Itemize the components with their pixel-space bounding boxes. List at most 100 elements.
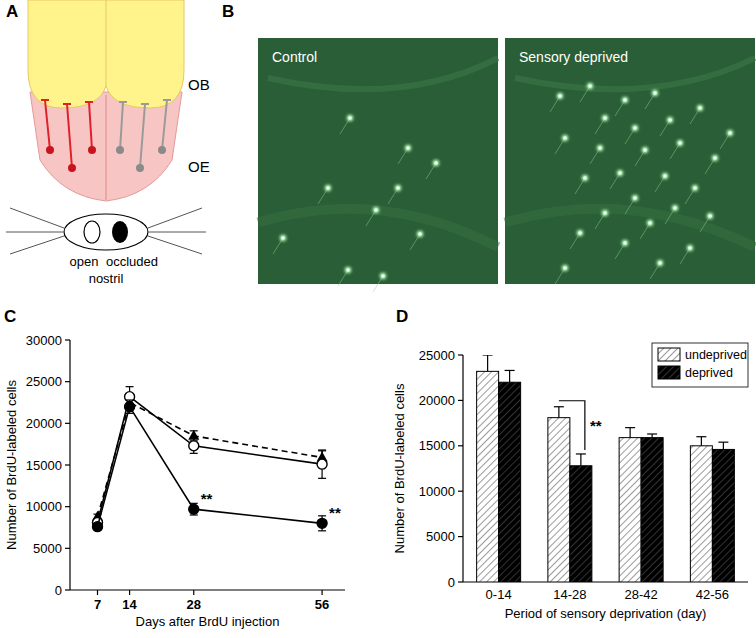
error-stem	[487, 355, 488, 371]
y-axis	[462, 355, 463, 582]
labeled-cell	[642, 147, 648, 153]
error-stem	[701, 437, 702, 446]
error-cap	[647, 433, 657, 434]
neuron-axon	[89, 102, 92, 150]
error-bar	[483, 355, 493, 371]
error-cap	[625, 427, 635, 428]
labeled-cell-core	[603, 211, 607, 215]
labeled-cell-core	[434, 161, 438, 165]
panel-label: C	[4, 307, 16, 326]
labeled-cell-core	[381, 274, 385, 278]
labeled-cell-core	[578, 231, 582, 235]
y-axis-label: Number of BrdU-labeled cells	[4, 380, 19, 550]
x-axis-label: Period of sensory deprivation (day)	[505, 606, 707, 621]
significance-bracket	[559, 401, 585, 450]
x-tick-label: 14-28	[553, 587, 586, 602]
labeled-cell-core	[693, 186, 697, 190]
neuron-terminal	[63, 103, 71, 105]
marker	[189, 441, 199, 451]
x-tick	[321, 590, 322, 595]
micrograph-background	[258, 38, 498, 284]
y-tick	[65, 589, 70, 590]
y-axis-label: Number of BrdU-labeled cells	[392, 383, 407, 553]
error-cap	[554, 406, 564, 407]
bar	[712, 449, 734, 582]
y-tick	[458, 400, 463, 401]
labeled-cell	[657, 260, 663, 266]
labeled-cell-core	[346, 268, 350, 272]
labeled-cell	[647, 220, 653, 226]
x-axis-label: Days after BrdU injection	[136, 614, 280, 629]
labeled-cell	[345, 267, 351, 273]
labeled-cell	[597, 145, 603, 151]
marker	[317, 459, 327, 469]
labeled-cell	[582, 175, 588, 181]
labeled-cell-core	[406, 146, 410, 150]
labeled-cell-core	[653, 91, 657, 95]
labeled-cell	[325, 185, 331, 191]
labeled-cell-core	[658, 261, 662, 265]
labeled-cell-core	[648, 221, 652, 225]
x-tick	[193, 590, 194, 595]
neuron-terminal	[163, 99, 171, 101]
labeled-cell	[712, 155, 718, 161]
neuron-body	[136, 164, 144, 172]
epithelium-label: OE	[188, 158, 210, 175]
error-cap	[126, 386, 134, 387]
nose	[64, 214, 148, 250]
error-stem	[509, 370, 510, 382]
legend-label: undeprived	[685, 348, 747, 362]
error-cap	[576, 453, 586, 454]
error-bar	[554, 407, 564, 418]
marker	[188, 430, 199, 440]
bar	[477, 371, 499, 582]
neuron-axon	[162, 100, 167, 150]
labeled-cell	[667, 117, 673, 123]
bar	[499, 382, 521, 582]
error-cap	[318, 478, 326, 479]
occluded-nostril	[112, 221, 128, 243]
error-bar	[318, 450, 326, 478]
x-tick-label: 56	[315, 597, 329, 612]
legend-swatch	[658, 366, 680, 379]
y-tick	[65, 464, 70, 465]
y-tick	[458, 354, 463, 355]
error-cap	[483, 355, 493, 356]
labeled-cell	[672, 205, 678, 211]
x-tick-label: 0-14	[486, 587, 512, 602]
y-tick-label: 5000	[426, 529, 455, 544]
y-tick-label: 30000	[26, 333, 62, 348]
labeled-cell	[405, 145, 411, 151]
error-cap	[318, 530, 326, 531]
labeled-cell-core	[563, 266, 567, 270]
whisker	[149, 232, 206, 233]
labeled-cell-core	[688, 246, 692, 250]
error-cap	[126, 413, 134, 414]
y-tick	[65, 339, 70, 340]
micrograph: Control	[258, 38, 498, 292]
error-stem	[558, 407, 559, 418]
whisker	[10, 236, 64, 254]
error-cap	[190, 438, 198, 439]
whisker	[10, 208, 64, 228]
labeled-cell	[622, 97, 628, 103]
y-tick-label: 20000	[419, 393, 455, 408]
neuron-axon	[45, 100, 50, 150]
labeled-cell	[562, 135, 568, 141]
labeled-cell-core	[708, 214, 712, 218]
labeled-cell	[707, 213, 713, 219]
micrograph-label: Sensory deprived	[519, 49, 628, 65]
labeled-cell	[652, 90, 658, 96]
marker	[93, 522, 103, 532]
labeled-cell	[417, 231, 423, 237]
labeled-cell-core	[728, 131, 732, 135]
panel-label: D	[396, 307, 408, 326]
labeled-cell	[677, 140, 683, 146]
whisker	[6, 232, 63, 233]
error-bar	[625, 428, 635, 438]
labeled-cell-core	[698, 106, 702, 110]
bulb-label: OB	[188, 76, 210, 93]
significance-label: **	[590, 417, 602, 434]
labeled-cell-core	[633, 196, 637, 200]
labeled-cell-core	[583, 176, 587, 180]
